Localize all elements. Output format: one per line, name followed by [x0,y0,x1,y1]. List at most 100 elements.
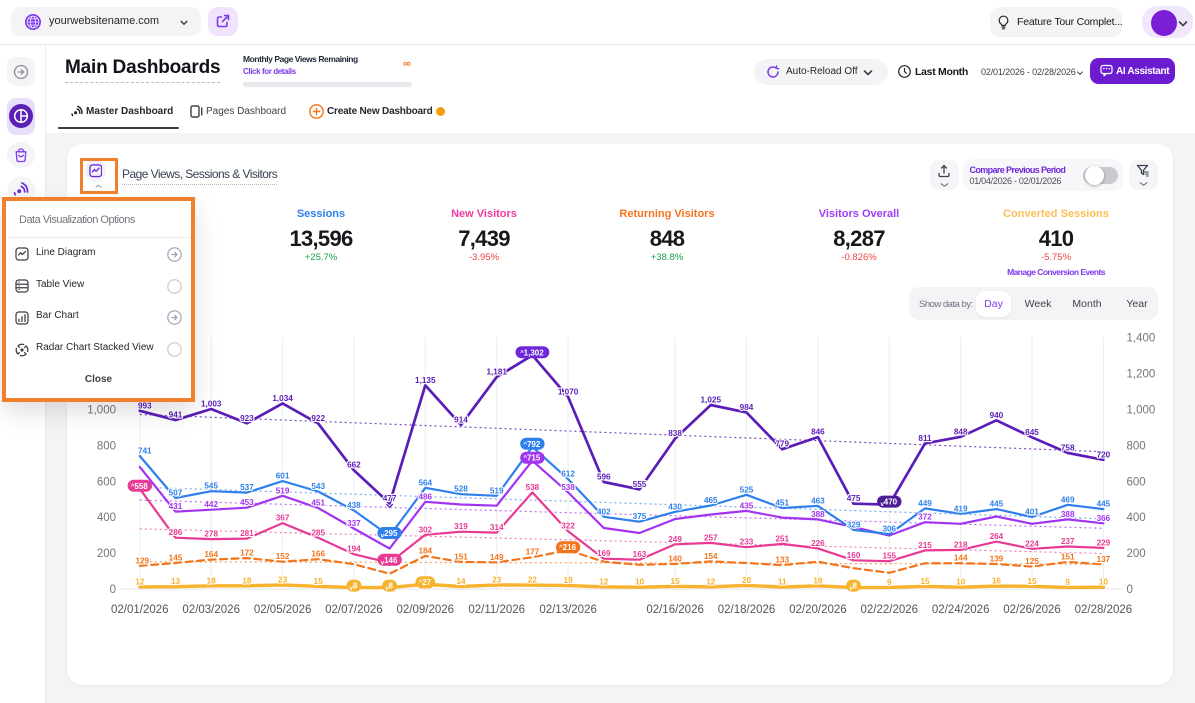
svg-text:319: 319 [454,522,468,531]
svg-text:23: 23 [492,575,502,584]
svg-text:537: 537 [240,483,254,492]
svg-text:465: 465 [704,496,718,505]
svg-text:166: 166 [311,550,325,559]
svg-text:^216: ^216 [559,543,576,552]
svg-text:329: 329 [847,520,861,529]
svg-text:226: 226 [811,539,825,548]
svg-text:401: 401 [1025,508,1039,517]
svg-text:1,070: 1,070 [558,387,579,396]
svg-text:419: 419 [954,504,968,513]
svg-text:375: 375 [633,512,647,521]
svg-text:285: 285 [311,528,325,537]
svg-text:20: 20 [742,576,752,585]
svg-text:139: 139 [990,555,1004,564]
svg-text:229: 229 [1097,538,1111,547]
svg-text:388: 388 [811,510,825,519]
svg-text:23: 23 [278,575,288,584]
svg-text:^558: ^558 [131,482,148,491]
svg-text:251: 251 [775,534,789,543]
svg-text:133: 133 [775,556,789,565]
svg-text:0: 0 [110,584,116,596]
svg-text:463: 463 [811,496,825,505]
svg-text:15: 15 [920,577,930,586]
svg-text:9: 9 [1065,578,1070,587]
svg-text:601: 601 [276,472,290,481]
svg-text:129: 129 [135,556,149,565]
svg-text:149: 149 [490,553,504,562]
svg-text:177: 177 [526,548,540,557]
svg-text:469: 469 [1061,495,1075,504]
svg-text:596: 596 [597,473,611,482]
svg-text:10: 10 [635,578,645,587]
svg-text:600: 600 [1127,476,1146,488]
svg-text:543: 543 [311,482,325,491]
svg-text:169: 169 [597,549,611,558]
svg-text:200: 200 [1127,548,1146,560]
svg-text:1,003: 1,003 [201,400,222,409]
svg-text:442: 442 [204,500,218,509]
svg-text:200: 200 [97,548,116,560]
svg-text:02/24/2026: 02/24/2026 [932,604,990,616]
svg-text:02/26/2026: 02/26/2026 [1003,604,1061,616]
svg-text:438: 438 [347,501,361,510]
svg-text:233: 233 [740,538,754,547]
svg-text:372: 372 [918,513,932,522]
svg-text:838: 838 [668,429,682,438]
svg-text:1,135: 1,135 [415,376,436,385]
svg-text:545: 545 [204,482,218,491]
svg-text:366: 366 [1097,514,1111,523]
svg-text:144: 144 [954,554,968,563]
svg-text:519: 519 [490,486,504,495]
svg-text:314: 314 [490,523,504,532]
svg-text:12: 12 [135,577,145,586]
svg-text:435: 435 [740,501,754,510]
svg-text:519: 519 [276,486,290,495]
svg-text:02/20/2026: 02/20/2026 [789,604,847,616]
svg-text:^715: ^715 [523,454,540,463]
svg-text:525: 525 [740,485,754,494]
svg-text:477: 477 [383,494,397,503]
svg-text:600: 600 [97,476,116,488]
svg-text:19: 19 [564,576,574,585]
svg-text:528: 528 [454,485,468,494]
svg-text:15: 15 [1027,577,1037,586]
svg-text:v146: v146 [381,556,398,567]
svg-text:v295: v295 [381,529,398,540]
svg-text:9: 9 [887,578,892,587]
svg-text:451: 451 [775,499,789,508]
svg-text:845: 845 [1025,428,1039,437]
svg-text:1,025: 1,025 [701,396,722,405]
svg-text:779: 779 [775,440,789,449]
svg-text:811: 811 [918,434,932,443]
svg-text:02/09/2026: 02/09/2026 [397,604,455,616]
svg-text:402: 402 [597,507,611,516]
svg-text:12: 12 [706,577,716,586]
svg-text:02/18/2026: 02/18/2026 [718,604,776,616]
svg-text:164: 164 [204,550,218,559]
svg-text:02/22/2026: 02/22/2026 [861,604,919,616]
svg-text:172: 172 [240,549,254,558]
svg-text:1,200: 1,200 [1127,369,1156,381]
svg-text:555: 555 [633,480,647,489]
svg-text:10: 10 [956,578,966,587]
svg-text:741: 741 [138,447,152,456]
svg-text:914: 914 [454,415,468,424]
svg-text:612: 612 [561,470,575,479]
svg-text:431: 431 [169,502,183,511]
svg-text:194: 194 [347,545,361,554]
svg-text:302: 302 [418,525,432,534]
svg-text:984: 984 [740,403,754,412]
svg-text:152: 152 [276,552,290,561]
svg-text:218: 218 [954,540,968,549]
svg-text:846: 846 [811,428,825,437]
svg-text:v8: v8 [849,582,857,593]
svg-text:18: 18 [813,576,823,585]
svg-text:22: 22 [528,576,538,585]
svg-text:1,034: 1,034 [272,394,293,403]
svg-text:800: 800 [97,440,116,452]
svg-text:264: 264 [990,532,1004,541]
svg-text:02/05/2026: 02/05/2026 [254,604,312,616]
svg-text:^792: ^792 [523,440,540,449]
svg-text:^1,302: ^1,302 [520,348,544,357]
svg-text:160: 160 [847,551,861,560]
